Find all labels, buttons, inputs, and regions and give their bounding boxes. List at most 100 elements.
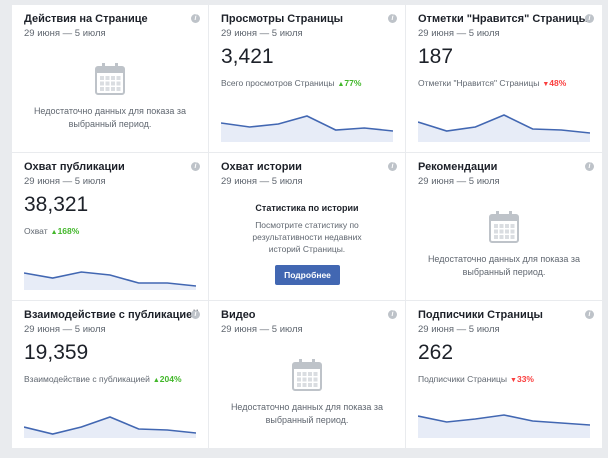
date-range: 29 июня — 5 июля xyxy=(24,28,106,39)
date-range: 29 июня — 5 июля xyxy=(418,176,500,187)
trend-arrow: ▲ xyxy=(337,81,345,88)
sparkline xyxy=(418,414,590,438)
calendar-header xyxy=(96,67,124,73)
card-title: Рекомендации xyxy=(418,161,498,173)
calendar-ring xyxy=(115,63,118,70)
change: ▼48% xyxy=(542,78,566,88)
calendar-cell xyxy=(302,377,307,382)
calendar-cell xyxy=(100,87,104,91)
card-title: Охват публикации xyxy=(24,161,125,173)
calendar-cell xyxy=(297,377,301,382)
info-icon[interactable]: i xyxy=(388,162,397,171)
metric-caption: Отметки "Нравится" Страницы ▼48% xyxy=(418,78,566,88)
calendar-cell xyxy=(297,372,301,376)
calendar-ring xyxy=(496,211,499,218)
calendar-icon xyxy=(489,211,519,243)
calendar-cell xyxy=(116,81,121,86)
insight-card: Охват публикации 29 июня — 5 июля i 38,321 О… xyxy=(12,153,208,300)
date-range: 29 июня — 5 июля xyxy=(418,324,500,335)
caption-text: Взаимодействие с публикацией xyxy=(24,374,150,384)
calendar-cell xyxy=(505,235,509,239)
metric-value: 262 xyxy=(418,341,454,364)
metric-value: 19,359 xyxy=(24,341,89,364)
trend-arrow: ▲ xyxy=(50,229,58,236)
sparkline xyxy=(24,416,196,438)
calendar-cell xyxy=(494,235,498,239)
calendar-ring xyxy=(312,359,315,366)
empty-message: Недостаточно данных для показа за выбран… xyxy=(33,106,187,129)
info-icon[interactable]: i xyxy=(191,162,200,171)
calendar-cell xyxy=(510,229,515,234)
calendar-cell xyxy=(499,235,504,239)
change-value: 48% xyxy=(549,78,567,88)
calendar-cell xyxy=(313,377,318,382)
calendar-cell xyxy=(308,383,312,387)
calendar-cell xyxy=(302,372,307,376)
change-value: 204% xyxy=(159,374,182,384)
sparkline-area xyxy=(24,272,196,290)
box-message: Посмотрите статистику по результативност… xyxy=(252,220,362,254)
card-title: Подписчики Страницы xyxy=(418,309,543,321)
sparkline-area xyxy=(418,115,590,142)
sparkline-line xyxy=(221,115,393,132)
calendar-cell xyxy=(111,76,115,80)
card-title: Взаимодействие с публикацией xyxy=(24,309,200,321)
sparkline xyxy=(24,271,196,290)
metric-value: 38,321 xyxy=(24,193,89,216)
metric-caption: Взаимодействие с публикацией ▲204% xyxy=(24,374,182,384)
trend-arrow: ▼ xyxy=(510,377,517,384)
caption-text: Подписчики Страницы xyxy=(418,374,508,384)
card-title: Охват истории xyxy=(221,161,302,173)
calendar-cell xyxy=(313,372,318,376)
insight-card: Видео 29 июня — 5 июля i Недостаточно данны… xyxy=(209,301,405,448)
caption-text: Охват xyxy=(24,226,48,236)
box-title: Статистика по истории xyxy=(255,203,359,213)
insight-card: Рекомендации 29 июня — 5 июля i Недостаточн… xyxy=(406,153,602,300)
change: ▲77% xyxy=(337,78,361,88)
more-button[interactable]: Подробнее xyxy=(275,265,340,285)
date-range: 29 июня — 5 июля xyxy=(221,176,303,187)
sparkline xyxy=(221,115,393,142)
info-icon[interactable]: i xyxy=(191,310,200,319)
calendar-header xyxy=(293,363,321,369)
sparkline-area xyxy=(24,417,196,438)
calendar-cell xyxy=(116,87,121,91)
change: ▲204% xyxy=(153,374,182,384)
change-value: 33% xyxy=(516,374,534,384)
date-range: 29 июня — 5 июля xyxy=(418,28,500,39)
sparkline xyxy=(418,114,590,142)
trend-arrow: ▼ xyxy=(542,81,550,88)
calendar-ring xyxy=(299,359,302,366)
insight-card: Взаимодействие с публикацией 29 июня — 5 … xyxy=(12,301,208,448)
info-icon[interactable]: i xyxy=(191,14,200,23)
metric-caption: Всего просмотров Страницы ▲77% xyxy=(221,78,361,88)
calendar-cell xyxy=(111,81,115,86)
calendar-cell xyxy=(105,76,110,80)
info-icon[interactable]: i xyxy=(585,310,594,319)
card-title: Видео xyxy=(221,309,256,321)
insight-card: Охват истории 29 июня — 5 июля i Статистика… xyxy=(209,153,405,300)
card-title: Просмотры Страницы xyxy=(221,13,344,25)
caption-text: Отметки "Нравится" Страницы xyxy=(418,78,540,88)
info-icon[interactable]: i xyxy=(585,162,594,171)
trend-arrow: ▲ xyxy=(152,377,160,384)
info-icon[interactable]: i xyxy=(585,14,594,23)
insight-card: Отметки "Нравится" Страницы 29 июня — 5 и… xyxy=(406,5,602,152)
calendar-cell xyxy=(510,224,515,228)
calendar-cell xyxy=(308,372,312,376)
calendar-cell xyxy=(505,229,509,234)
metric-caption: Охват ▲168% xyxy=(24,226,79,236)
calendar-icon xyxy=(95,63,125,95)
calendar-cell xyxy=(494,229,498,234)
info-icon[interactable]: i xyxy=(388,14,397,23)
info-icon[interactable]: i xyxy=(388,310,397,319)
date-range: 29 июня — 5 июля xyxy=(221,28,303,39)
date-range: 29 июня — 5 июля xyxy=(221,324,303,335)
metric-value: 3,421 xyxy=(221,45,274,68)
calendar-cell xyxy=(302,383,307,387)
sparkline-line xyxy=(418,114,590,134)
calendar-ring xyxy=(509,211,512,218)
calendar-header xyxy=(490,215,518,221)
calendar-ring xyxy=(102,63,105,70)
